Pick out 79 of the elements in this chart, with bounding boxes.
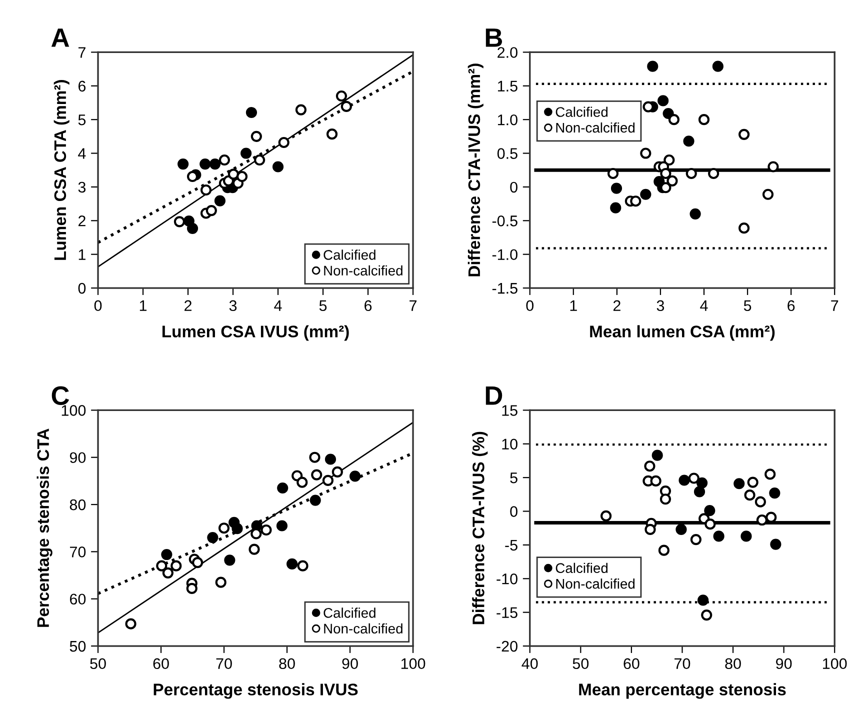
x-tick-label: 7 [831, 300, 838, 311]
x-tick-label: 4 [700, 300, 708, 311]
y-tick-label: 2.0 [498, 47, 518, 58]
y-tick-label: 5 [78, 114, 86, 126]
y-tick-label: 80 [70, 499, 86, 510]
y-axis-title: Percentage stenosis CTA [36, 428, 52, 627]
legend-label: Calcified [324, 608, 376, 618]
x-tick-label: 0 [94, 300, 102, 312]
legend-label: Calcified [556, 106, 608, 117]
x-tick-label: 100 [401, 658, 426, 670]
y-tick-label: 2 [78, 216, 86, 226]
x-tick-label: 3 [656, 300, 664, 312]
y-tick-label: 4 [78, 148, 86, 159]
x-tick-label: 3 [229, 300, 237, 312]
legend-label: Calcified [556, 562, 608, 574]
x-tick-label: 1 [570, 300, 577, 311]
x-tick-label: 7 [410, 300, 416, 311]
legend-label: Calcified [324, 250, 376, 260]
x-tick-label: 80 [725, 658, 741, 670]
x-axis-title: Mean lumen CSA (mm²) [590, 325, 775, 341]
x-tick-label: 50 [572, 658, 589, 670]
x-tick-label: 0 [526, 300, 534, 312]
x-tick-label: 70 [674, 658, 690, 670]
y-axis-title: Difference CTA-IVUS (mm²) [468, 64, 484, 276]
y-tick-label: 70 [70, 546, 86, 558]
y-tick-label: 0 [510, 506, 518, 517]
y-tick-label: 50 [70, 640, 86, 652]
x-axis-title: Percentage stenosis IVUS [154, 683, 358, 699]
x-tick-label: 70 [216, 658, 232, 670]
x-tick-label: 2 [613, 300, 620, 311]
x-tick-label: 60 [153, 658, 169, 670]
chart-title: C [52, 386, 70, 405]
y-axis-title: Lumen CSA CTA (mm²) [54, 80, 70, 260]
y-tick-label: -10 [496, 574, 518, 584]
x-axis-title: Lumen CSA IVUS (mm²) [162, 325, 349, 341]
x-tick-label: 100 [823, 658, 847, 670]
y-tick-label: 1.5 [498, 80, 518, 92]
y-tick-label: -5 [505, 540, 518, 551]
chart-title: D [486, 386, 502, 405]
x-tick-label: 90 [342, 658, 358, 670]
x-axis-title: Mean percentage stenosis [579, 683, 786, 699]
y-tick-label: 6 [78, 80, 86, 92]
y-tick-label: 7 [78, 47, 86, 58]
y-tick-label: 90 [70, 452, 86, 464]
y-tick-label: 60 [70, 594, 86, 605]
y-tick-label: 0 [510, 182, 518, 193]
x-tick-label: 2 [184, 300, 192, 311]
y-tick-label: 0.5 [497, 148, 518, 159]
legend-label: Non-calcified [556, 122, 635, 133]
x-tick-label: 90 [776, 658, 792, 670]
y-tick-label: 1.0 [498, 114, 518, 126]
y-tick-label: 10 [502, 438, 518, 450]
x-tick-label: 5 [319, 300, 327, 312]
y-tick-label: 0 [78, 282, 86, 294]
x-tick-label: 60 [624, 658, 640, 670]
legend-label: Non-calcified [324, 623, 402, 634]
x-tick-label: 4 [274, 300, 282, 311]
y-tick-label: -0.5 [492, 216, 518, 226]
y-tick-label: -1.0 [492, 249, 518, 260]
x-tick-label: 40 [522, 658, 538, 670]
y-tick-label: -1.5 [492, 283, 518, 294]
x-tick-label: 50 [90, 658, 106, 670]
y-tick-label: 15 [502, 405, 518, 416]
x-tick-label: 80 [279, 658, 295, 670]
y-tick-label: -15 [496, 607, 518, 618]
y-tick-label: 5 [510, 472, 518, 484]
y-tick-label: -20 [496, 640, 518, 652]
legend-label: Non-calcified [324, 265, 402, 276]
y-tick-label: 3 [78, 182, 86, 193]
x-tick-label: 5 [744, 300, 752, 312]
x-tick-label: 6 [788, 300, 795, 312]
chart-title: B [486, 28, 502, 47]
y-tick-label: 1 [78, 249, 86, 260]
y-axis-title: Difference CTA-IVUS (%) [472, 432, 488, 624]
legend-label: Non-calcified [556, 578, 635, 589]
chart-title: A [51, 28, 70, 47]
x-tick-label: 6 [364, 300, 372, 312]
y-tick-label: 100 [62, 405, 86, 416]
x-tick-label: 1 [140, 300, 147, 311]
